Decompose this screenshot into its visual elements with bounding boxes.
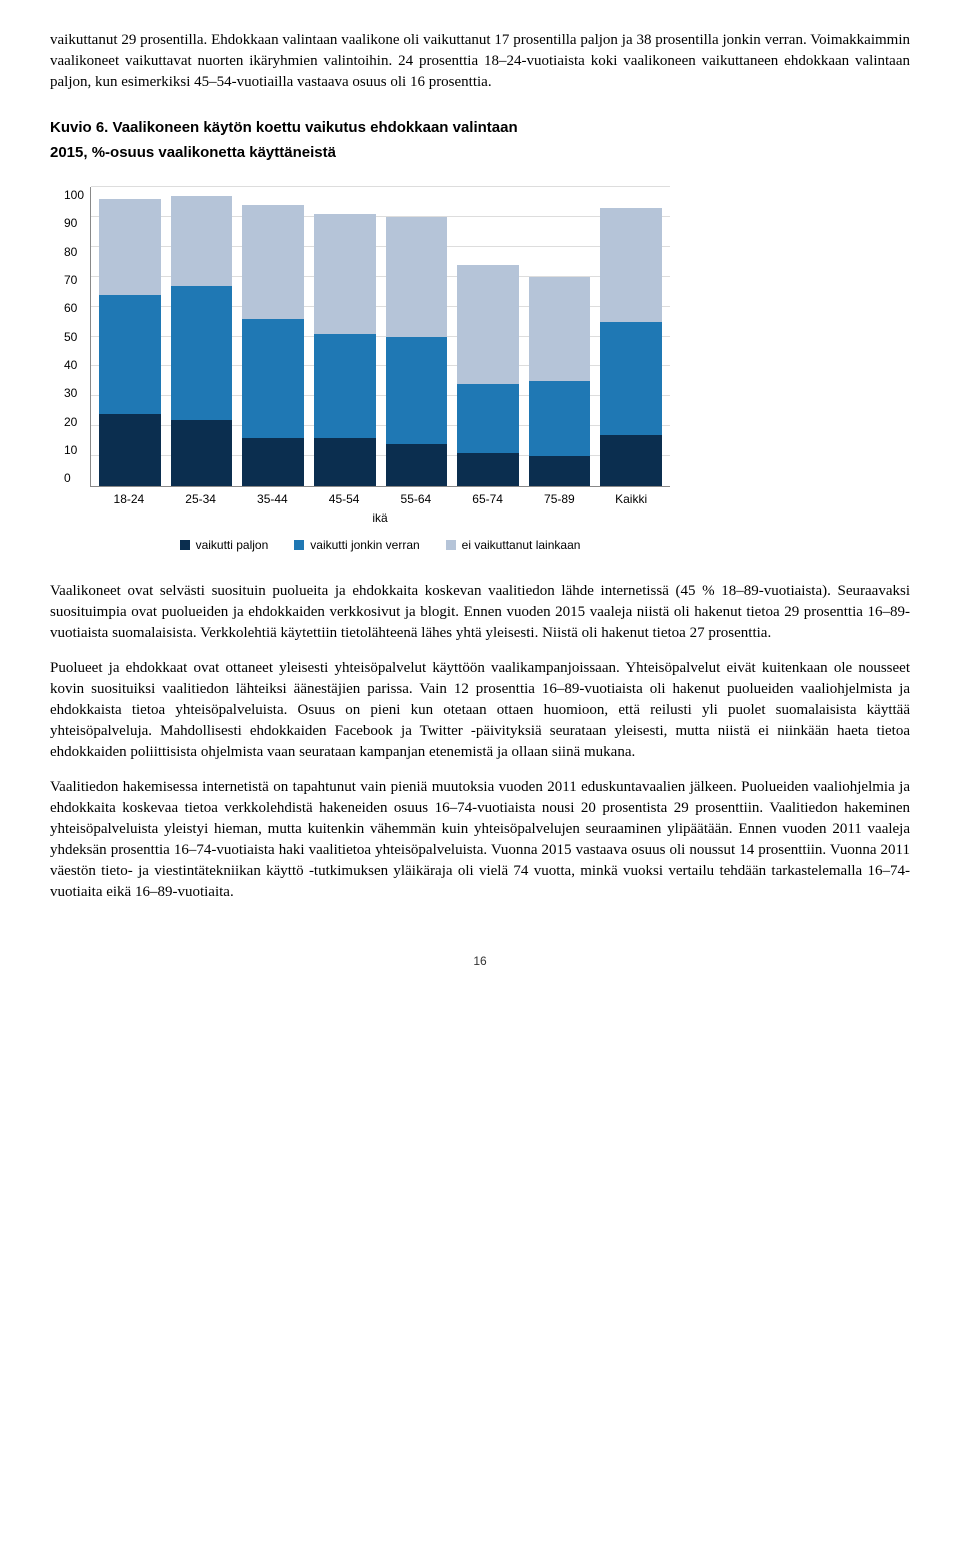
legend-item: ei vaikuttanut lainkaan [446, 537, 581, 554]
bar-segment [457, 384, 519, 453]
chart-kuvio-6: %-osuus vaalikonetta käyttäneistä 100908… [50, 187, 670, 553]
bar-18-24 [99, 187, 161, 486]
y-tick: 20 [64, 414, 84, 431]
bar-Kaikki [600, 187, 662, 486]
intro-paragraph: vaikuttanut 29 prosentilla. Ehdokkaan va… [50, 30, 910, 93]
page-number: 16 [50, 953, 910, 970]
bar-35-44 [242, 187, 304, 486]
bar-segment [171, 196, 233, 286]
y-tick: 0 [64, 470, 84, 487]
legend-item: vaikutti jonkin verran [294, 537, 419, 554]
y-tick: 70 [64, 272, 84, 289]
bar-segment [99, 295, 161, 415]
bar-segment [171, 420, 233, 486]
bar-65-74 [457, 187, 519, 486]
y-tick: 10 [64, 442, 84, 459]
bar-segment [386, 444, 448, 486]
y-tick: 90 [64, 215, 84, 232]
legend-item: vaikutti paljon [180, 537, 269, 554]
bar-segment [242, 205, 304, 319]
bar-segment [457, 265, 519, 385]
bar-segment [529, 277, 591, 382]
y-tick: 30 [64, 385, 84, 402]
bar-25-34 [171, 187, 233, 486]
bar-segment [600, 208, 662, 322]
x-tick-label: Kaikki [600, 491, 662, 508]
bar-segment [314, 214, 376, 334]
bar-segment [529, 456, 591, 486]
x-tick-label: 35-44 [242, 491, 304, 508]
legend-label: vaikutti jonkin verran [310, 537, 419, 554]
bar-segment [386, 337, 448, 445]
legend-label: vaikutti paljon [196, 537, 269, 554]
body-paragraph: Puolueet ja ehdokkaat ovat ottaneet ylei… [50, 658, 910, 763]
bar-75-89 [529, 187, 591, 486]
y-tick: 80 [64, 244, 84, 261]
bar-segment [457, 453, 519, 486]
bar-segment [529, 381, 591, 456]
bar-segment [314, 438, 376, 486]
legend-swatch [446, 540, 456, 550]
bar-segment [242, 438, 304, 486]
y-tick: 100 [64, 187, 84, 204]
bar-55-64 [386, 187, 448, 486]
y-tick: 60 [64, 300, 84, 317]
bar-segment [600, 435, 662, 486]
x-axis-label: ikä [50, 510, 670, 527]
x-tick-label: 18-24 [98, 491, 160, 508]
y-tick: 40 [64, 357, 84, 374]
x-tick-label: 75-89 [529, 491, 591, 508]
x-tick-label: 25-34 [170, 491, 232, 508]
bar-45-54 [314, 187, 376, 486]
y-tick: 50 [64, 329, 84, 346]
body-paragraph: Vaalitiedon hakemisessa internetistä on … [50, 777, 910, 903]
bar-segment [242, 319, 304, 439]
bar-segment [600, 322, 662, 436]
bar-segment [99, 414, 161, 486]
y-axis: %-osuus vaalikonetta käyttäneistä 100908… [50, 187, 90, 487]
bar-segment [314, 334, 376, 439]
figure-subtitle: 2015, %-osuus vaalikonetta käyttäneistä [50, 142, 910, 163]
bar-segment [99, 199, 161, 295]
legend-swatch [294, 540, 304, 550]
legend-label: ei vaikuttanut lainkaan [462, 537, 581, 554]
legend-swatch [180, 540, 190, 550]
x-tick-label: 45-54 [313, 491, 375, 508]
x-tick-label: 65-74 [457, 491, 519, 508]
x-tick-label: 55-64 [385, 491, 447, 508]
chart-plot [90, 187, 670, 487]
bar-segment [171, 286, 233, 421]
chart-legend: vaikutti paljon vaikutti jonkin verran ei … [50, 537, 670, 554]
figure-title: Kuvio 6. Vaalikoneen käytön koettu vaiku… [50, 117, 910, 138]
body-paragraph: Vaalikoneet ovat selvästi suosituin puol… [50, 581, 910, 644]
bar-segment [386, 217, 448, 337]
